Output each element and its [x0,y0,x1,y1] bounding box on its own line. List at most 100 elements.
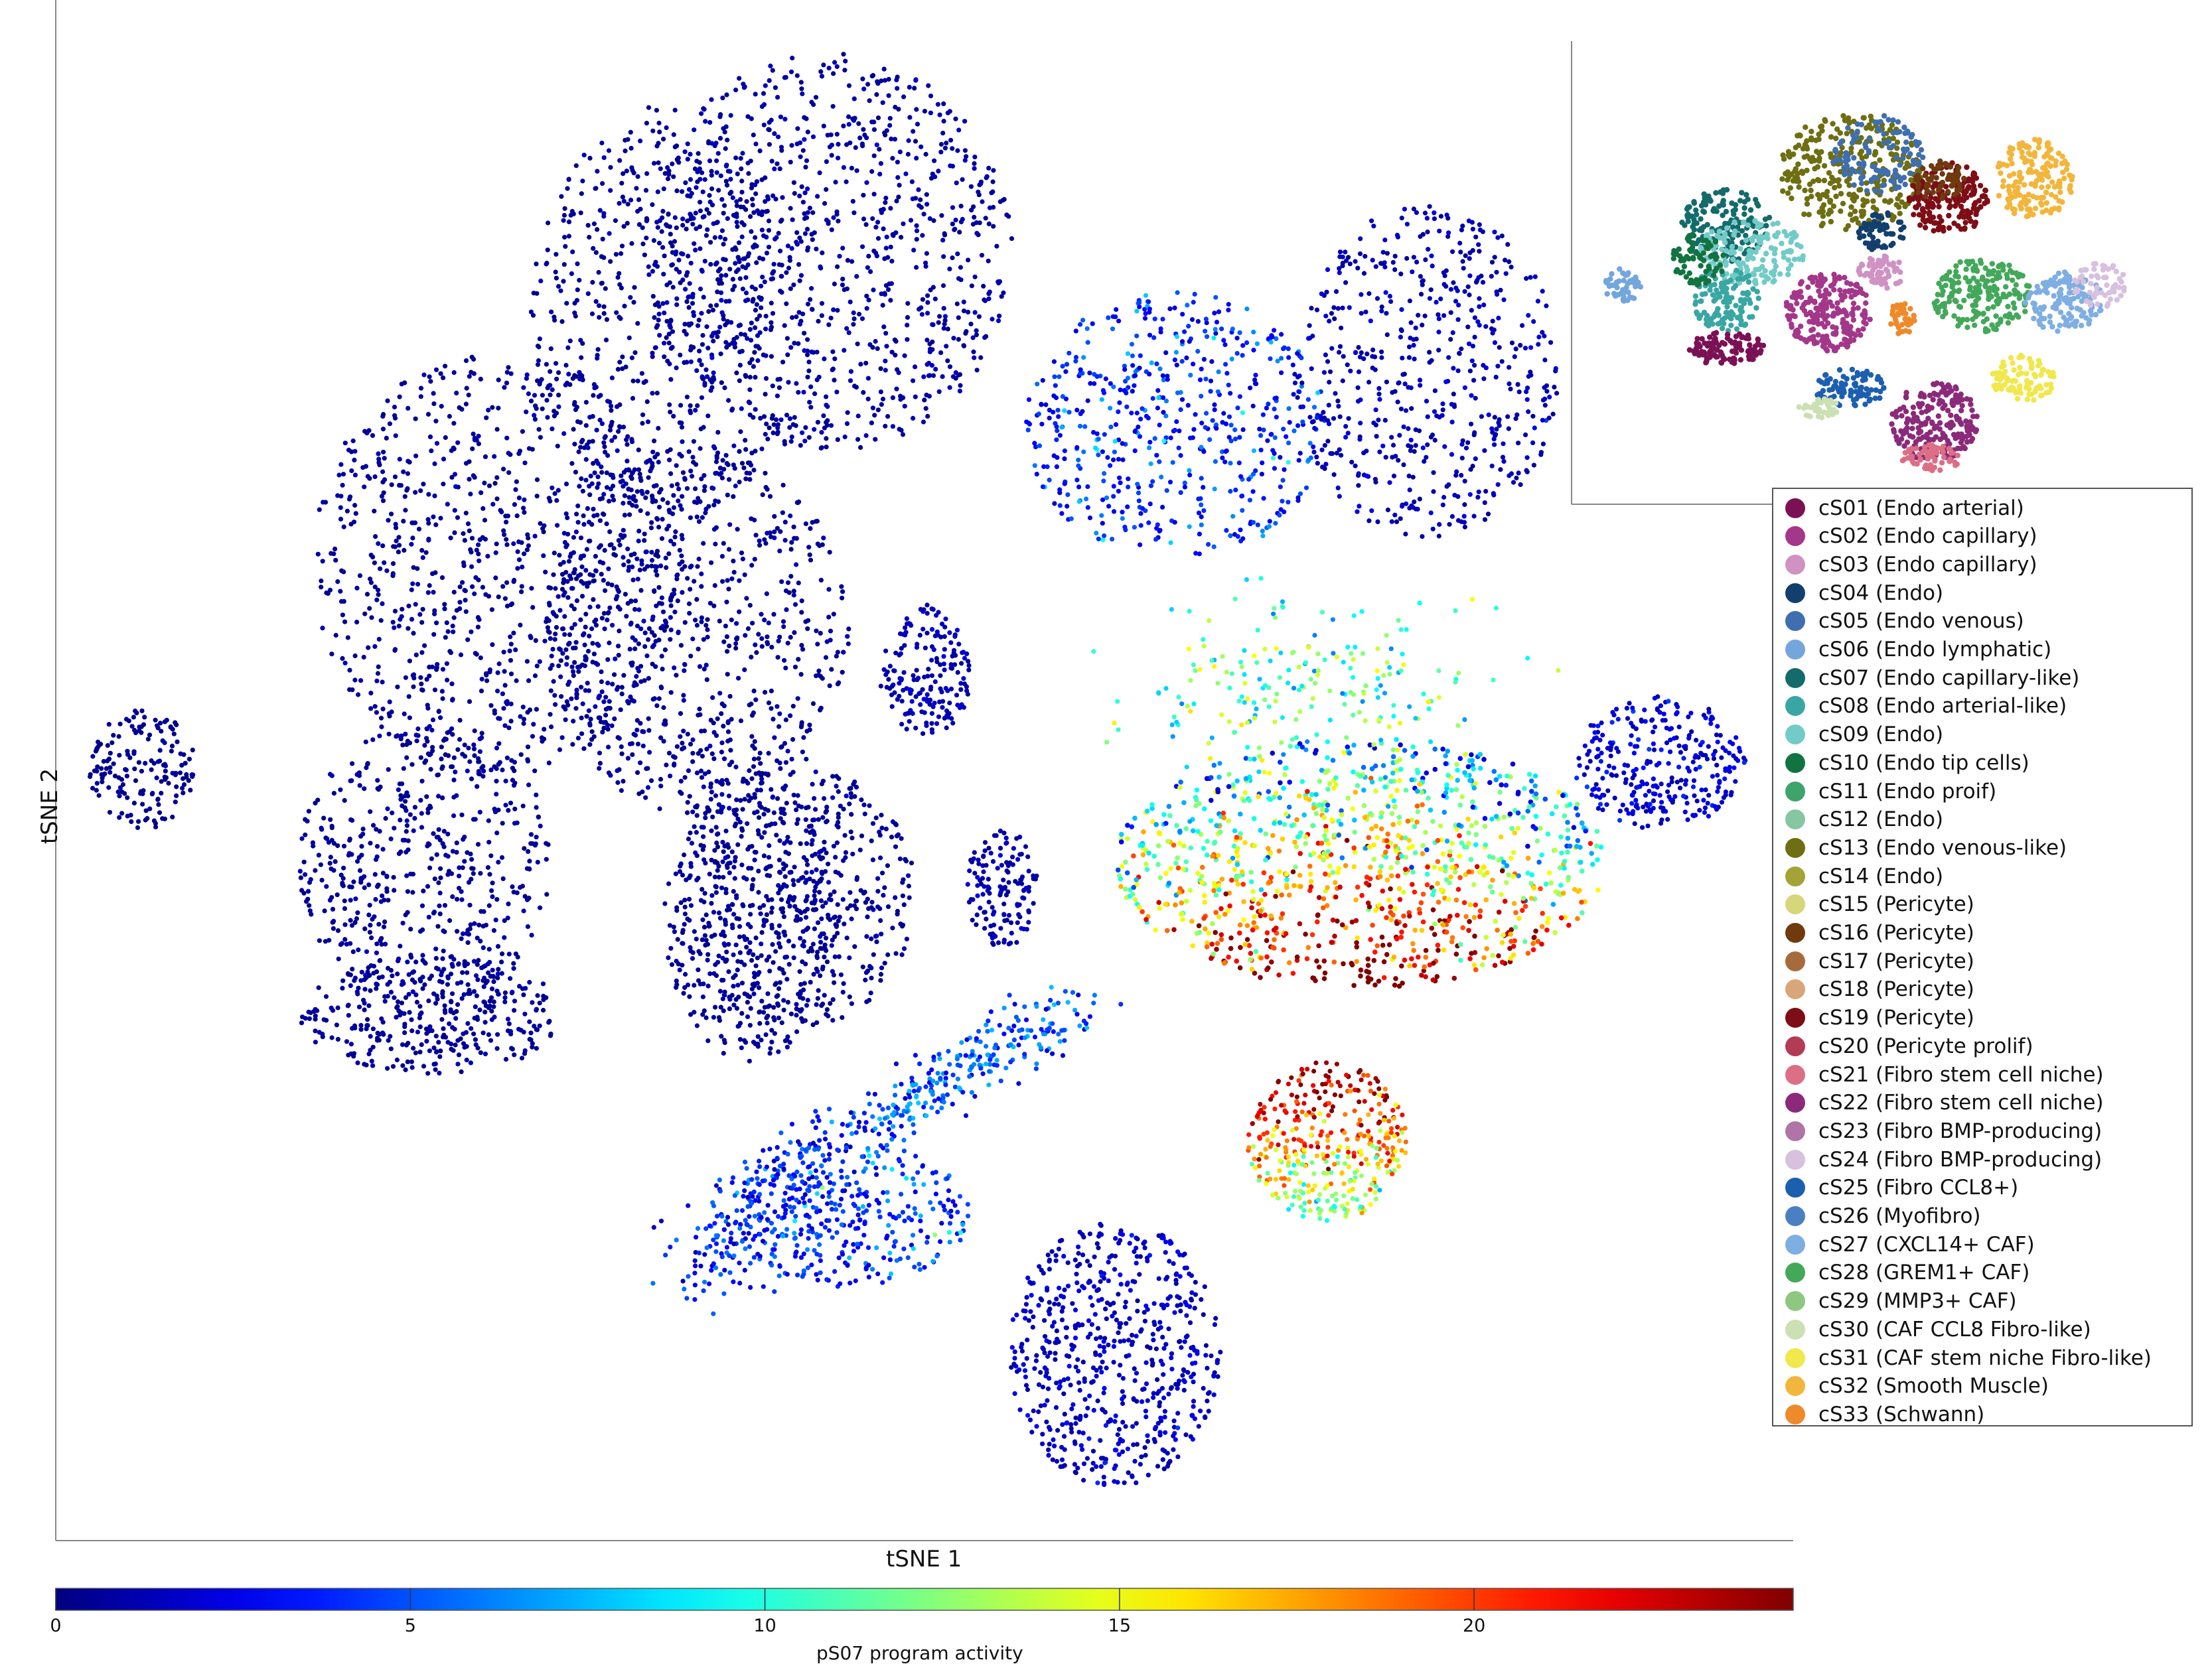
scatter-point [581,701,585,706]
scatter-point [739,178,744,183]
scatter-point [744,291,749,295]
scatter-point [707,211,711,216]
scatter-point [746,793,751,797]
scatter-point [987,222,992,226]
scatter-point [418,675,423,680]
scatter-point [458,718,463,723]
scatter-point [486,1032,491,1037]
scatter-point [352,458,356,462]
scatter-point [640,421,644,425]
scatter-point [430,748,435,753]
scatter-point [759,305,763,310]
scatter-point [468,492,473,496]
scatter-point [626,568,630,573]
scatter-point [656,525,661,529]
scatter-point [473,1005,478,1009]
scatter-point [762,853,767,858]
scatter-point [362,1062,366,1066]
scatter-point [565,543,569,547]
scatter-point [864,970,869,975]
scatter-point [472,753,477,758]
scatter-point [849,835,854,840]
scatter-point [317,938,322,943]
scatter-point [924,393,928,397]
scatter-point [948,640,953,645]
scatter-point [873,934,878,939]
scatter-point [831,71,836,76]
scatter-point [342,937,347,941]
scatter-point [688,177,693,182]
scatter-point [753,792,757,797]
scatter-point [897,183,902,188]
scatter-point [601,720,606,725]
scatter-point [336,1005,340,1010]
scatter-point [793,602,798,607]
scatter-point [329,551,333,556]
scatter-point [950,222,955,226]
scatter-point [816,420,820,425]
scatter-point [991,179,995,184]
scatter-point [769,277,774,281]
scatter-point [678,421,682,425]
scatter-point [668,774,672,778]
scatter-point [709,782,713,786]
scatter-point [478,810,482,815]
scatter-point [737,480,742,484]
scatter-point [828,683,832,688]
scatter-point [750,713,755,718]
scatter-point [157,810,162,815]
scatter-point [749,734,754,738]
scatter-point [731,494,735,499]
scatter-point [856,121,861,126]
scatter-point [449,650,453,655]
scatter-point [319,826,324,831]
scatter-point [747,703,752,707]
scatter-point [569,626,574,630]
scatter-point [688,587,692,592]
scatter-point [860,141,865,146]
scatter-point [406,626,410,631]
scatter-point [506,725,511,730]
scatter-point [830,943,834,948]
scatter-point [662,186,666,191]
scatter-point [127,719,131,723]
scatter-point [740,902,745,907]
scatter-point [340,986,344,991]
scatter-point [695,1023,700,1028]
scatter-point [650,494,654,498]
scatter-point [794,1029,799,1034]
scatter-point [649,525,654,530]
scatter-point [759,636,764,641]
scatter-point [849,812,853,817]
scatter-point [777,549,782,553]
scatter-point [610,682,615,687]
scatter-point [693,618,698,622]
scatter-point [359,853,364,857]
scatter-point [685,576,690,581]
scatter-point [486,865,490,870]
scatter-point [741,205,746,210]
scatter-point [449,681,454,686]
scatter-point [727,995,731,999]
scatter-point [450,894,455,899]
scatter-point [342,620,347,624]
scatter-point [620,685,625,689]
scatter-point [733,821,738,826]
scatter-point [406,1060,410,1064]
scatter-point [313,1040,318,1044]
scatter-point [657,241,662,245]
scatter-point [791,943,796,948]
scatter-point [606,744,611,749]
scatter-point [315,797,320,802]
scatter-point [750,621,755,626]
scatter-point [849,1001,854,1006]
scatter-point [854,274,859,279]
scatter-point [722,756,727,761]
scatter-point [714,825,719,829]
scatter-point [535,663,540,668]
scatter-point [475,993,479,998]
scatter-point [481,945,486,950]
scatter-point [705,346,710,350]
scatter-point [354,511,358,516]
scatter-point [735,204,739,208]
